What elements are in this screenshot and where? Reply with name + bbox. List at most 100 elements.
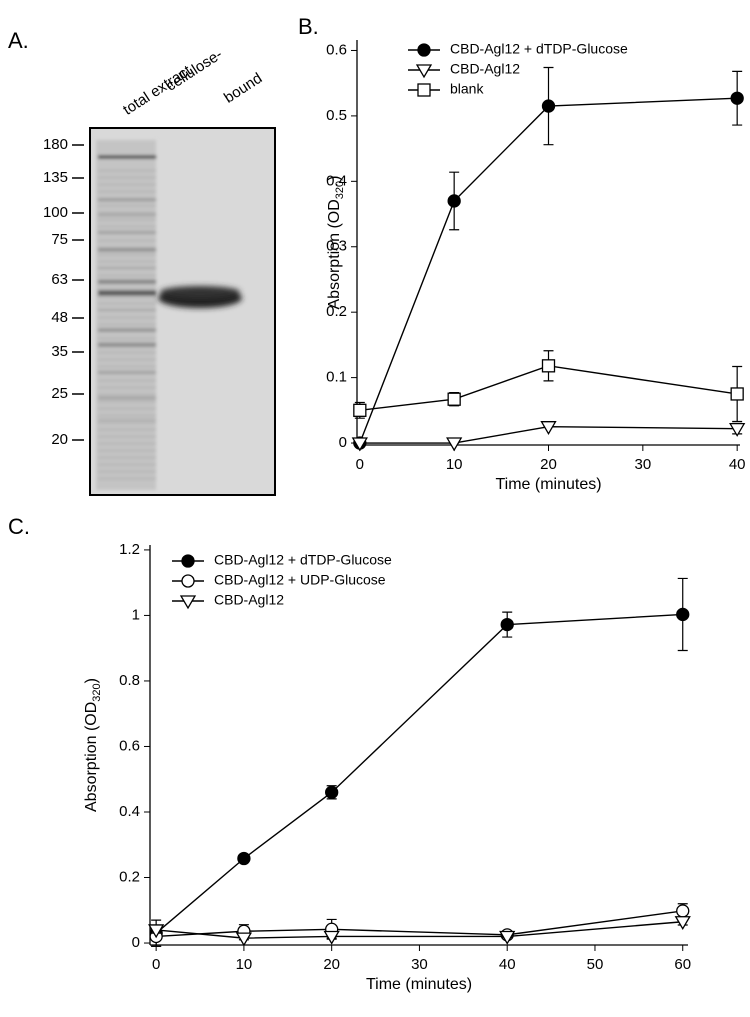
- panel-label: A.: [8, 28, 29, 53]
- band: [98, 331, 156, 333]
- band: [98, 177, 156, 179]
- band: [98, 429, 156, 431]
- y-tick-label: 0.6: [119, 737, 140, 754]
- marker-label: 25: [51, 385, 68, 402]
- marker: [323, 930, 340, 945]
- band: [98, 471, 156, 473]
- band: [98, 214, 156, 216]
- y-axis-title-part: ): [83, 678, 100, 683]
- marker: [417, 43, 431, 57]
- band: [98, 387, 156, 389]
- band: [98, 170, 156, 172]
- y-axis-title-part: ): [326, 176, 343, 181]
- x-tick-label: 30: [411, 956, 428, 973]
- band: [98, 303, 156, 305]
- series-line: [155, 613, 683, 934]
- x-tick-label: 0: [152, 956, 160, 973]
- marker-label: 20: [51, 431, 68, 448]
- legend-label: blank: [450, 81, 484, 97]
- band: [98, 290, 156, 296]
- band: [98, 396, 156, 400]
- band: [98, 436, 156, 438]
- y-tick-label: 1.2: [119, 541, 140, 558]
- gel: total extract cellulose- bound: [89, 46, 276, 496]
- band: [98, 415, 156, 417]
- marker: [447, 194, 461, 208]
- x-tick-label: 40: [499, 956, 516, 973]
- marker: [676, 904, 690, 918]
- panel-label: C.: [8, 514, 30, 539]
- band: [98, 199, 156, 201]
- band: [98, 478, 156, 480]
- band: [98, 352, 156, 354]
- marker: [179, 595, 197, 610]
- marker-label: 75: [51, 231, 68, 248]
- x-tick-label: 10: [236, 956, 253, 973]
- marker: [181, 574, 195, 588]
- x-axis-title: Time (minutes): [366, 976, 472, 993]
- y-tick-label: 0.5: [326, 107, 347, 124]
- y-tick-label: 0.6: [326, 41, 347, 58]
- band: [98, 371, 156, 373]
- marker: [676, 607, 690, 622]
- band: [98, 338, 156, 340]
- marker: [353, 403, 367, 417]
- x-axis-title: Time (minutes): [495, 476, 601, 493]
- marker: [541, 99, 556, 113]
- band: [98, 231, 156, 233]
- series-line: [359, 425, 738, 444]
- x-tick-label: 10: [446, 456, 463, 473]
- y-axis-title-part: Absorption (OD: [326, 199, 343, 309]
- band: [98, 394, 156, 396]
- band: [98, 254, 156, 256]
- band: [98, 155, 156, 159]
- lane: [158, 286, 242, 308]
- band: [98, 419, 156, 421]
- marker: [500, 617, 514, 632]
- band: [98, 359, 156, 361]
- marker: [325, 785, 339, 799]
- x-tick-label: 20: [540, 456, 557, 473]
- marker-label: 63: [51, 271, 68, 288]
- x-tick-label: 40: [729, 456, 746, 473]
- x-tick-label: 20: [323, 956, 340, 973]
- band: [98, 422, 156, 424]
- legend-label: CBD-Agl12 + UDP-Glucose: [214, 572, 386, 588]
- marker-label: 135: [43, 169, 68, 186]
- band: [98, 268, 156, 270]
- marker: [729, 422, 746, 437]
- marker: [351, 437, 368, 452]
- band: [98, 191, 156, 193]
- marker: [237, 851, 251, 866]
- band: [98, 184, 156, 186]
- band: [98, 408, 156, 410]
- band: [98, 345, 156, 347]
- y-tick-label: 0.2: [326, 303, 347, 320]
- y-tick-label: 0.3: [326, 238, 347, 255]
- legend-label: CBD-Agl12 + dTDP-Glucose: [450, 41, 628, 57]
- y-tick-label: 0.4: [326, 172, 347, 189]
- panel-label: B.: [298, 14, 319, 39]
- marker: [730, 387, 744, 401]
- marker-label: 48: [51, 309, 68, 326]
- band: [98, 198, 156, 200]
- band: [98, 296, 156, 298]
- marker-label: 100: [43, 204, 68, 221]
- band: [98, 219, 156, 221]
- y-axis-title-part: Absorption (OD: [83, 702, 100, 812]
- x-tick-label: 60: [674, 956, 691, 973]
- legend-label: CBD-Agl12: [214, 592, 284, 608]
- y-tick-label: 0.4: [119, 803, 140, 820]
- series-line: [359, 365, 738, 412]
- y-tick-label: 0: [339, 434, 347, 451]
- band: [98, 450, 156, 452]
- y-axis-title-part: 320: [334, 181, 346, 199]
- marker: [447, 392, 461, 406]
- band: [98, 275, 156, 277]
- band: [98, 289, 156, 291]
- band: [98, 373, 156, 375]
- band: [98, 247, 156, 249]
- band: [98, 248, 156, 252]
- band: [98, 233, 156, 235]
- band: [98, 457, 156, 459]
